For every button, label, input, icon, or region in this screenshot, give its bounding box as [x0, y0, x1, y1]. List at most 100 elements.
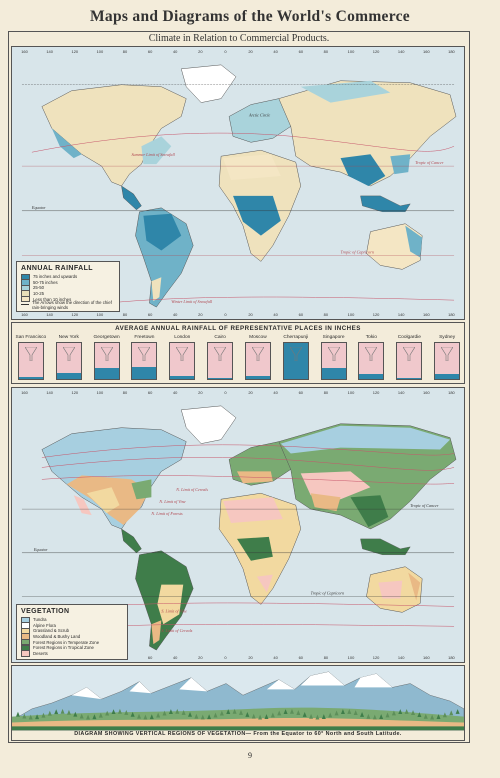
rain-gauge: New York [52, 335, 86, 380]
rain-bottom-tick-6: 40 [173, 312, 178, 317]
rain-gauge: Freetown [127, 335, 161, 380]
vegetation-legend-label: Alpine Flora [33, 622, 56, 628]
label-summer-limit: Summer Limit of Snowfall [131, 152, 175, 157]
rainfall-legend-label: Less than 10 inches [33, 296, 72, 302]
rainfall-map[interactable]: 160 140 120 100 80 60 40 20 0 20 40 60 80 100 120 140 16… [11, 46, 465, 320]
rain-gauge-jar [396, 342, 423, 380]
tree-icon [436, 714, 441, 719]
veg-bottom-tick-14: 120 [373, 655, 380, 660]
tree-icon [175, 708, 180, 714]
rain-bottom-tick-12: 80 [324, 312, 329, 317]
funnel-icon [138, 347, 151, 361]
rain-top-tick-13: 100 [348, 49, 355, 54]
rain-bottom-tick-3: 100 [97, 312, 104, 317]
rain-gauge-fill [359, 373, 384, 379]
tree-icon [181, 709, 186, 715]
tree-icon [379, 714, 384, 719]
rain-gauge-label: Freetown [134, 335, 155, 340]
label-n-limit-vine: N. Limit of Vine [158, 499, 185, 504]
tree-icon [41, 712, 46, 718]
tree-icon [385, 712, 390, 718]
veg-top-tick-11: 60 [299, 390, 304, 395]
tree-icon [79, 713, 84, 719]
rain-bottom-tick-1: 140 [46, 312, 53, 317]
rain-gauge-label: San Francisco [15, 335, 47, 340]
tree-icon [417, 712, 422, 717]
rain-gauge-label: Moscow [249, 335, 267, 340]
rain-top-tick-17: 180 [448, 49, 455, 54]
tree-icon [60, 708, 65, 714]
rain-gauge-fill [397, 377, 422, 379]
rain-gauge-label: Coolgardie [397, 335, 421, 340]
funnel-icon [251, 347, 264, 361]
label-veg-equator: Equator [33, 547, 48, 552]
label-veg-tropic-cancer: Tropic of Cancer [410, 503, 439, 508]
funnel-icon [365, 347, 378, 361]
tree-icon [391, 710, 396, 716]
tree-icon [15, 711, 20, 717]
rain-gauge-label: Georgetown [93, 335, 120, 340]
rain-bottom-tick-8: 0 [224, 312, 227, 317]
vertical-vegetation-svg [12, 666, 464, 731]
funnel-icon [403, 347, 416, 361]
tree-icon [321, 714, 326, 720]
vegetation-legend-heading: VEGETATION [21, 608, 70, 615]
veg-bottom-tick-10: 40 [273, 655, 278, 660]
veg-top-tick-13: 100 [348, 390, 355, 395]
tree-icon [289, 708, 294, 714]
veg-top-tick-15: 140 [398, 390, 405, 395]
rain-gauge-fill [18, 376, 43, 379]
rain-gauge-label: New York [58, 335, 79, 340]
label-n-limit-forests: N. Limit of Forests [150, 511, 183, 516]
rain-gauge-jar [358, 342, 385, 380]
tree-icon [430, 714, 435, 720]
veg-top-tick-17: 180 [448, 390, 455, 395]
label-s-limit-vine: S. Limit of Vine [161, 608, 187, 613]
rain-gauge: Tokio [354, 335, 388, 380]
label-tropic-capricorn: Tropic of Capricorn [341, 249, 374, 254]
veg-bottom-tick-7: 20 [198, 655, 203, 660]
tree-icon [130, 711, 135, 717]
funnel-icon [289, 347, 302, 361]
label-arctic-circle: Arctic Circle [248, 112, 270, 117]
rain-gauge-fill [56, 372, 81, 379]
rain-gauge-label: Sydney [439, 335, 456, 340]
rain-gauge-fill [170, 376, 195, 379]
veg-top-tick-6: 40 [173, 390, 178, 395]
funnel-icon [176, 347, 189, 361]
rain-top-tick-11: 60 [299, 49, 304, 54]
rain-top-tick-4: 80 [123, 49, 128, 54]
rainfall-legend-note: The Arrows show the direction of the chi… [21, 300, 115, 310]
rainfall-map-svg: 160 140 120 100 80 60 40 20 0 20 40 60 80 100 120 140 16… [21, 49, 457, 317]
rain-bottom-tick-14: 120 [373, 312, 380, 317]
veg-top-tick-9: 20 [248, 390, 253, 395]
veg-bottom-tick-6: 40 [173, 655, 178, 660]
tree-icon [200, 714, 205, 720]
label-s-limit-cereals: S. Limit of Cereals [161, 628, 192, 633]
rain-gauge-fill [321, 368, 346, 379]
tree-icon [22, 713, 27, 719]
tree-icon [156, 712, 161, 718]
tree-icon [340, 709, 345, 714]
veg-top-tick-4: 80 [123, 390, 128, 395]
rain-gauge: Cherrapunji [279, 335, 313, 380]
tree-icon [411, 710, 416, 716]
rain-top-tick-3: 100 [97, 49, 104, 54]
tree-icon [124, 709, 129, 715]
tree-icon [360, 712, 365, 717]
rain-gauge: Coolgardie [392, 335, 426, 380]
tree-icon [143, 714, 148, 720]
rain-gauge-label: Tokio [365, 335, 377, 340]
tree-icon [213, 712, 218, 718]
vegetation-map[interactable]: 160 140 120 100 80 60 40 20 0 20 40 60 80 100 120 140 16… [11, 387, 465, 663]
rain-gauge-jar [93, 342, 120, 380]
rain-gauge-jar [282, 342, 309, 380]
rain-bottom-tick-10: 40 [273, 312, 278, 317]
rainfall-legend-item: Less than 10 inches [21, 295, 115, 303]
vegetation-legend-label: Deserts [33, 650, 48, 656]
rainfall-chart-title: AVERAGE ANNUAL RAINFALL OF REPRESENTATIV… [115, 325, 361, 332]
tree-icon [117, 708, 122, 714]
veg-top-tick-0: 160 [21, 390, 28, 395]
rain-gauge-jar [169, 342, 196, 380]
rain-bottom-tick-13: 100 [348, 312, 355, 317]
